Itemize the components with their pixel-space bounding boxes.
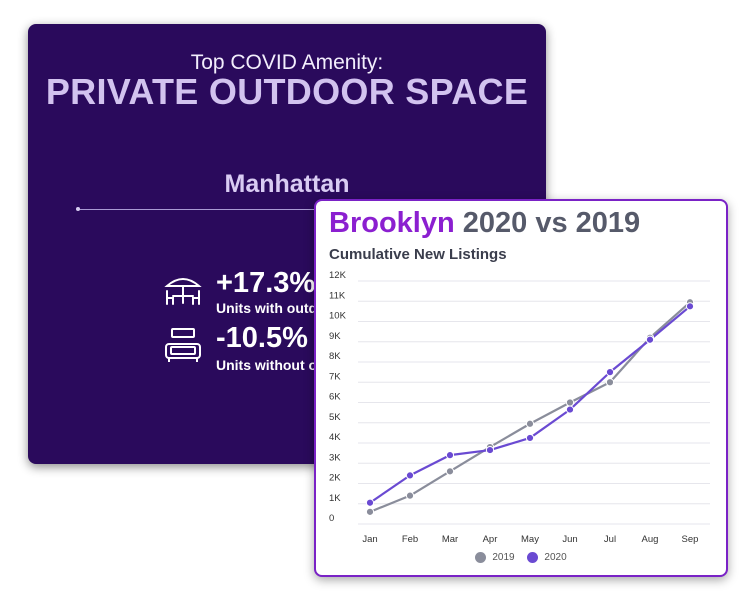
x-tick-label: Jul <box>604 534 616 545</box>
data-point-2019 <box>445 467 455 476</box>
x-tick-label: May <box>521 534 539 545</box>
y-tick-label: 7K <box>329 371 341 382</box>
stat-outdoor-change: +17.3% <box>216 267 316 299</box>
legend-label-2020: 2020 <box>544 552 567 563</box>
brooklyn-title: Brooklyn 2020 vs 2019 <box>329 207 640 240</box>
legend-dot-2019 <box>475 552 487 563</box>
data-point-2020 <box>645 335 655 344</box>
manhattan-headline: PRIVATE OUTDOOR SPACE <box>45 71 529 112</box>
x-tick-label: Feb <box>402 534 418 545</box>
data-point-2019 <box>605 378 615 387</box>
x-tick-label: Jan <box>362 534 377 545</box>
legend-dot-2020 <box>527 552 539 563</box>
x-tick-label: Aug <box>642 534 659 545</box>
series-line-2019 <box>369 301 691 513</box>
stat-indoor-label: Units without o <box>216 357 318 373</box>
x-tick-label: Mar <box>442 534 458 545</box>
brooklyn-borough-name: Brooklyn <box>329 207 455 239</box>
x-tick-label: Sep <box>682 534 699 545</box>
data-point-2020 <box>445 451 455 460</box>
x-tick-label: Apr <box>483 534 498 545</box>
stat-outdoor-label: Units with outd <box>216 300 318 316</box>
y-tick-label: 10K <box>329 311 347 322</box>
y-tick-label: 4K <box>329 432 341 443</box>
y-tick-label: 9K <box>329 331 341 342</box>
series-line-2020 <box>369 305 691 504</box>
y-tick-label: 8K <box>329 351 341 362</box>
data-point-2020 <box>485 445 495 455</box>
data-point-2020 <box>525 433 535 443</box>
data-point-2020 <box>405 471 415 480</box>
manhattan-region-title: Manhattan <box>224 170 350 198</box>
legend-label-2019: 2019 <box>492 552 515 563</box>
data-point-2020 <box>365 498 375 507</box>
cumulative-listings-chart: 0 1K 2K 3K 4K 5K 6K 7K 8K 9K 10K 11K 12K Jan Feb Mar Apr… <box>329 270 710 545</box>
indoor-sofa-icon <box>165 328 201 362</box>
y-tick-label: 2K <box>329 473 341 484</box>
stat-indoor-change: -10.5% <box>216 322 308 354</box>
y-tick-label: 3K <box>329 452 341 463</box>
legend-item-2020[interactable]: 2020 <box>527 552 567 563</box>
chart-subtitle: Cumulative New Listings <box>329 246 507 263</box>
data-point-2020 <box>565 405 575 414</box>
y-tick-label: 6K <box>329 392 341 403</box>
manhattan-kicker: Top COVID Amenity: <box>190 51 384 74</box>
y-tick-label: 1K <box>329 493 341 504</box>
data-point-2019 <box>365 507 375 516</box>
outdoor-table-umbrella-icon <box>164 278 202 305</box>
data-point-2019 <box>405 491 415 500</box>
data-point-2020 <box>685 302 695 311</box>
data-point-2020 <box>605 368 615 377</box>
chart-legend: 2019 2020 <box>316 552 726 563</box>
y-tick-label: 11K <box>329 290 346 301</box>
y-tick-label: 5K <box>329 412 341 423</box>
legend-item-2019[interactable]: 2019 <box>475 552 515 563</box>
y-tick-label: 0 <box>329 513 334 524</box>
brooklyn-card: 0 1K 2K 3K 4K 5K 6K 7K 8K 9K 10K 11K 12K Jan Feb Mar Apr… <box>314 199 728 577</box>
y-tick-label: 12K <box>329 270 347 281</box>
data-point-2019 <box>525 419 535 428</box>
manhattan-divider <box>76 207 458 211</box>
x-tick-label: Jun <box>562 534 577 545</box>
data-point-2019 <box>565 398 575 407</box>
brooklyn-title-rest: 2020 vs 2019 <box>454 207 641 239</box>
